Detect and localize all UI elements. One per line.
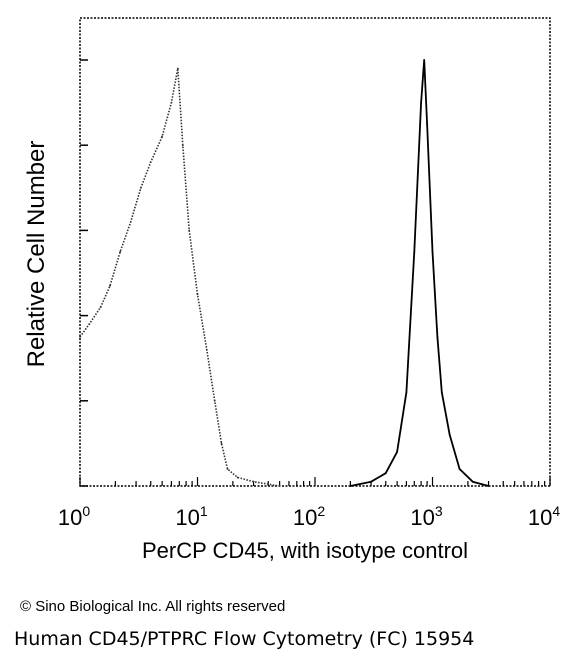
x-axis-ticks — [79, 477, 551, 486]
histogram-point — [129, 221, 132, 223]
y-axis-label: Relative Cell Number — [23, 141, 50, 368]
x-axis-label: PerCP CD45, with isotype control — [142, 538, 468, 563]
x-tick-label-base: 10 — [528, 505, 552, 530]
x-tick-label: 102 — [293, 503, 325, 530]
x-tick-label-base: 10 — [175, 505, 199, 530]
histogram-point — [196, 293, 199, 296]
x-tick-label-base: 10 — [293, 505, 317, 530]
histogram-point — [149, 161, 152, 164]
x-axis-tick-labels: 100 101 102 103 104 — [58, 503, 560, 530]
figure-caption: Human CD45/PTPRC Flow Cytometry (FC) 159… — [14, 628, 475, 650]
histogram-point — [448, 434, 451, 436]
histogram-point — [140, 186, 142, 189]
histogram-point — [431, 250, 434, 253]
histogram-point — [252, 480, 255, 483]
isotype-control-curve — [79, 67, 280, 487]
histogram-point — [188, 229, 191, 232]
histogram-point — [458, 468, 461, 470]
histogram-point — [109, 284, 111, 287]
x-tick-label: 101 — [175, 503, 207, 530]
cd45-stained-curve — [350, 59, 489, 487]
x-tick-label-base: 10 — [58, 505, 82, 530]
histogram-point — [176, 67, 179, 70]
histogram-point — [79, 336, 81, 338]
histogram-point — [278, 485, 281, 487]
x-tick-label: 104 — [528, 503, 560, 530]
histogram-point — [426, 123, 428, 125]
histogram-point — [220, 442, 223, 445]
histogram-point — [420, 101, 422, 104]
histogram-point — [436, 336, 439, 338]
x-tick-label-base: 10 — [410, 505, 434, 530]
histogram-point — [88, 323, 91, 325]
histogram-point — [349, 485, 352, 487]
histogram-point — [413, 250, 416, 253]
histogram-point — [423, 59, 426, 61]
x-tick-label-exponent: 2 — [317, 503, 325, 519]
plot-frame — [79, 17, 551, 487]
histogram-point — [226, 468, 229, 470]
histogram-point — [384, 472, 387, 475]
histogram-point — [181, 144, 184, 147]
histogram-point — [370, 480, 372, 483]
histogram-series — [79, 59, 490, 487]
histogram-point — [213, 399, 216, 402]
histogram-point — [119, 250, 122, 253]
histogram-point — [170, 101, 173, 104]
histogram-point — [161, 135, 164, 138]
y-axis-ticks — [80, 59, 88, 487]
x-tick-label: 103 — [410, 503, 442, 530]
histogram-point — [471, 480, 474, 483]
histogram-point — [205, 348, 208, 351]
x-tick-label-exponent: 0 — [82, 503, 90, 519]
histogram-point — [487, 485, 490, 487]
histogram-point — [440, 391, 443, 394]
flow-cytometry-histogram: 100 101 102 103 104 Relative Cell Number Per… — [23, 17, 560, 563]
x-tick-label-exponent: 4 — [552, 503, 560, 519]
histogram-point — [396, 451, 398, 453]
histogram-point — [99, 306, 102, 308]
x-tick-label-exponent: 3 — [435, 503, 443, 519]
x-tick-label-exponent: 1 — [200, 503, 208, 519]
histogram-point — [236, 476, 239, 479]
copyright-notice: © Sino Biological Inc. All rights reserv… — [20, 598, 286, 615]
histogram-point — [405, 391, 408, 394]
x-tick-label: 100 — [58, 503, 90, 530]
